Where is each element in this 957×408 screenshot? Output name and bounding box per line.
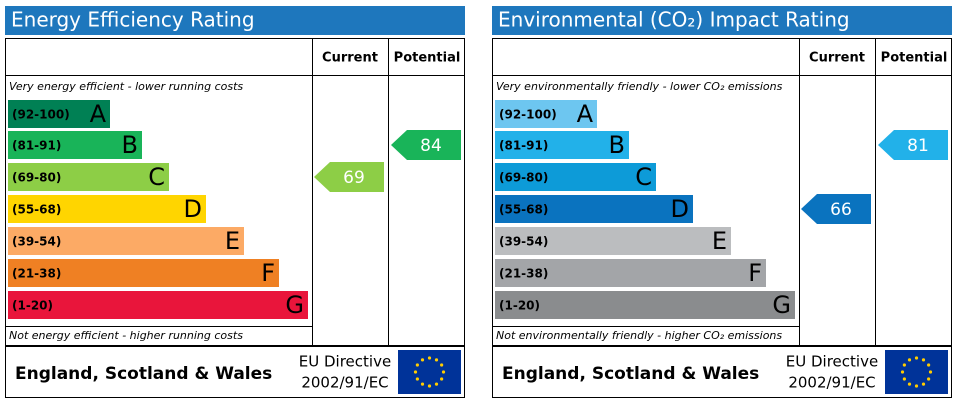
band-range: (81-91) — [12, 139, 61, 153]
band-letter: A — [577, 100, 594, 128]
rating-band — [8, 291, 308, 319]
directive: 2002/91/EC — [301, 374, 388, 392]
rating-band — [495, 227, 731, 255]
footer — [492, 346, 952, 398]
epc-panel: Environmental (CO₂) Impact Rating Current… — [492, 6, 952, 398]
column-header: Potential — [394, 51, 461, 66]
rating-band — [8, 195, 206, 223]
rating-value: 69 — [343, 168, 365, 188]
rating-band — [495, 163, 656, 191]
band-range: (69-80) — [499, 171, 548, 185]
flag-star — [415, 363, 419, 367]
flag-star — [413, 370, 418, 374]
band-letter: G — [285, 291, 304, 319]
frame — [5, 38, 465, 346]
flag-star — [434, 382, 439, 386]
rating-arrow — [391, 130, 461, 160]
band-letter: D — [184, 195, 202, 223]
band-letter: G — [772, 291, 791, 319]
flag-star — [907, 358, 912, 362]
flag-star — [927, 377, 931, 381]
rating-band — [495, 291, 795, 319]
band-letter: C — [148, 163, 165, 191]
rating-band — [495, 195, 693, 223]
flag-star — [921, 382, 926, 386]
band-range: (55-68) — [12, 203, 61, 217]
band-range: (55-68) — [499, 203, 548, 217]
band-range: (1-20) — [499, 299, 540, 313]
epc-panel: Energy Efficiency Rating Current Potential… — [5, 6, 465, 398]
rating-value: 84 — [420, 136, 442, 156]
band-letter: F — [748, 259, 762, 287]
rating-value: 66 — [830, 200, 852, 220]
band-range: (92-100) — [12, 108, 70, 122]
band-range: (39-54) — [12, 235, 61, 249]
footer — [5, 346, 465, 398]
flag-star — [927, 363, 931, 367]
rating-arrow — [314, 162, 384, 192]
rating-band — [495, 131, 629, 159]
band-range: (1-20) — [12, 299, 53, 313]
panel-title: Environmental (CO₂) Impact Rating — [498, 8, 850, 32]
flag-star — [440, 377, 444, 381]
flag-star — [902, 377, 906, 381]
band-letter: B — [122, 131, 138, 159]
flag-star — [427, 356, 432, 360]
directive: EU Directive — [299, 353, 391, 371]
rating-band — [8, 100, 110, 128]
bottom-note: Not environmentally friendly - higher CO… — [496, 329, 782, 342]
region: England, Scotland & Wales — [15, 364, 272, 384]
column-header: Current — [322, 51, 378, 66]
flag-star — [928, 370, 933, 374]
flag-star — [902, 363, 906, 367]
band-letter: E — [225, 227, 240, 255]
directive: EU Directive — [786, 353, 878, 371]
column-header: Current — [809, 51, 865, 66]
band-range: (81-91) — [499, 139, 548, 153]
rating-band — [8, 227, 244, 255]
rating-value: 81 — [907, 136, 929, 156]
title-bar — [5, 6, 465, 35]
band-letter: F — [261, 259, 275, 287]
bottom-note: Not energy efficient - higher running co… — [9, 329, 243, 342]
rating-band — [8, 131, 142, 159]
directive: 2002/91/EC — [788, 374, 875, 392]
flag-star — [921, 358, 926, 362]
band-range: (39-54) — [499, 235, 548, 249]
band-letter: A — [90, 100, 107, 128]
band-letter: D — [671, 195, 689, 223]
rating-band — [8, 259, 279, 287]
flag-star — [427, 384, 432, 388]
rating-band — [495, 100, 597, 128]
rating-arrow — [801, 194, 871, 224]
flag-star — [420, 358, 425, 362]
band-letter: C — [635, 163, 652, 191]
column-header: Potential — [881, 51, 948, 66]
top-note: Very environmentally friendly - lower CO… — [496, 80, 783, 93]
flag-star — [907, 382, 912, 386]
title-bar — [492, 6, 952, 35]
flag-star — [420, 382, 425, 386]
top-note: Very energy efficient - lower running co… — [9, 80, 243, 93]
flag-star — [441, 370, 446, 374]
band-range: (69-80) — [12, 171, 61, 185]
band-range: (92-100) — [499, 108, 557, 122]
rating-arrow — [878, 130, 948, 160]
band-range: (21-38) — [499, 267, 548, 281]
flag-star — [914, 356, 919, 360]
frame — [492, 38, 952, 346]
flag-star — [900, 370, 905, 374]
rating-band — [495, 259, 766, 287]
flag-star — [914, 384, 919, 388]
panel-title: Energy Efficiency Rating — [11, 8, 255, 32]
band-letter: B — [609, 131, 625, 159]
flag-star — [434, 358, 439, 362]
band-letter: E — [712, 227, 727, 255]
region: England, Scotland & Wales — [502, 364, 759, 384]
band-range: (21-38) — [12, 267, 61, 281]
rating-band — [8, 163, 169, 191]
flag-star — [440, 363, 444, 367]
flag-star — [415, 377, 419, 381]
